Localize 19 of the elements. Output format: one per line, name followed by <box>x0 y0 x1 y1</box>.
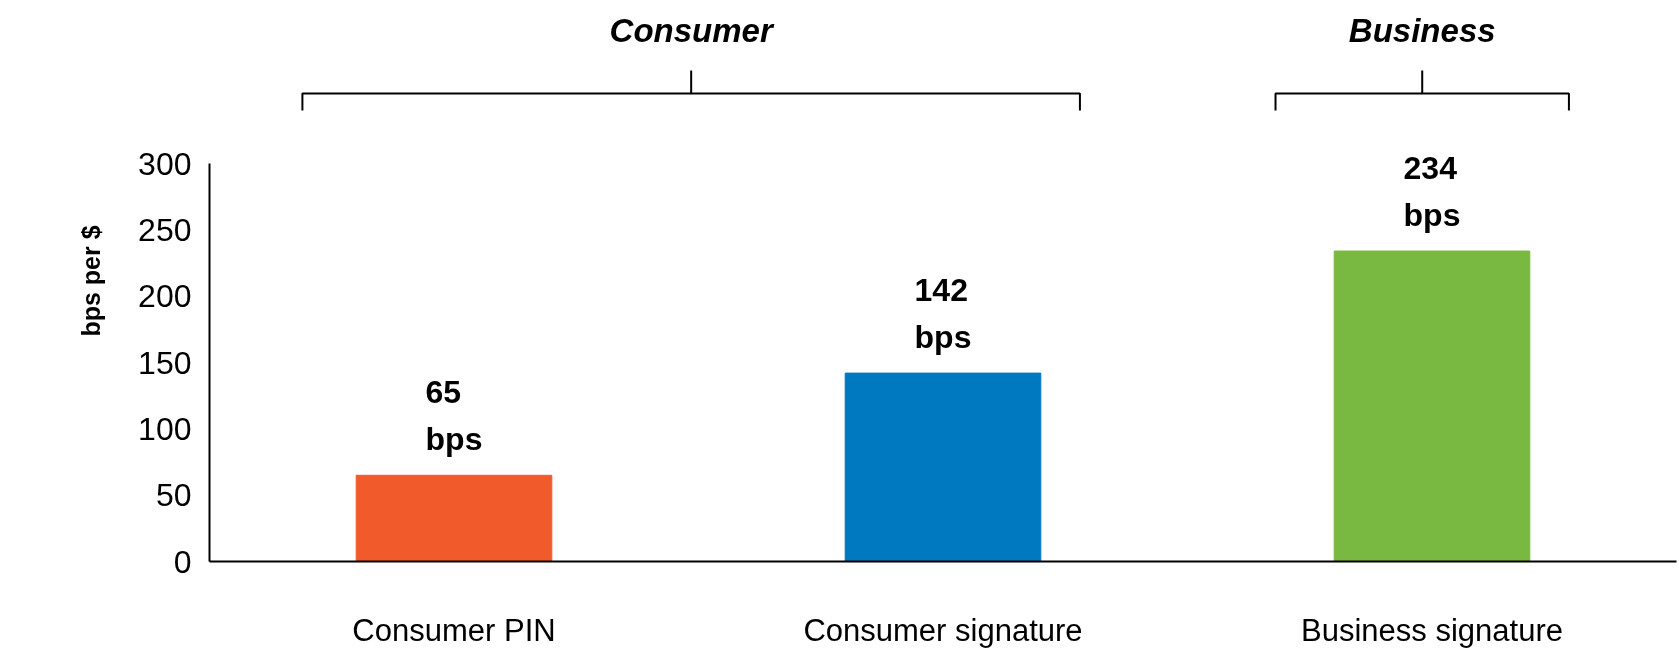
y-tick-label: 50 <box>155 477 192 514</box>
bar <box>1333 250 1531 562</box>
x-tick-label: Consumer PIN <box>352 612 556 648</box>
bar <box>844 372 1042 562</box>
x-tick-label: Consumer signature <box>803 612 1083 648</box>
y-tick-label: 250 <box>138 211 192 248</box>
y-tick-label: 200 <box>138 278 192 315</box>
data-label: 142 bps <box>914 272 972 356</box>
y-axis-title: bps per $ <box>77 225 106 337</box>
data-label: 234 bps <box>1403 150 1461 234</box>
text: Business <box>1348 12 1496 49</box>
data-label: 65 bps <box>425 374 483 458</box>
text: Consumer <box>609 12 775 49</box>
y-tick-label: 0 <box>173 543 192 580</box>
y-tick-label: 100 <box>138 410 192 447</box>
y-tick-label: 150 <box>138 344 192 381</box>
bar <box>355 474 553 562</box>
x-tick-label: Business signature <box>1301 612 1563 648</box>
y-tick-label: 300 <box>138 145 192 182</box>
